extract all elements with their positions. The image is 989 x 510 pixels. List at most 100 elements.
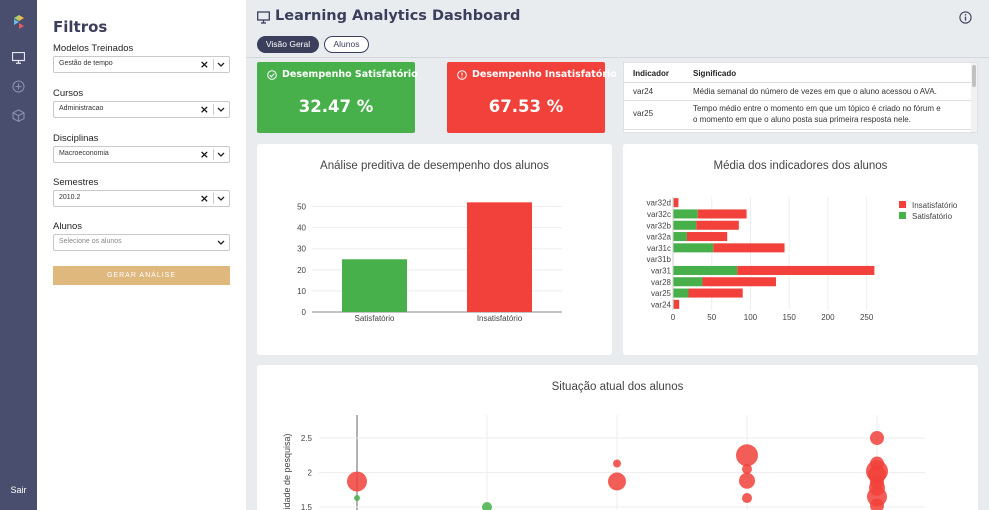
select-separator: [213, 193, 214, 204]
bar-segment: [673, 220, 697, 230]
kpi-satisfactory-card: Desempenho Satisfatório 32.47 %: [257, 62, 418, 133]
chevron-down-icon[interactable]: [216, 237, 226, 248]
scatter-point: [354, 495, 360, 502]
scrollbar-thumb[interactable]: [972, 65, 976, 87]
clear-icon[interactable]: ×: [199, 103, 209, 116]
scatter-point: [608, 472, 626, 491]
select-separator: [213, 59, 214, 70]
check-circle-icon: [267, 69, 277, 80]
bar-segment: [688, 288, 743, 298]
y-axis-label: ...idade de pesquisa): [282, 433, 292, 510]
models-select[interactable]: Gestão de tempo ×: [53, 56, 230, 73]
monitor-icon: [257, 11, 270, 24]
kpi-unsatisfactory-card: Desempenho Insatisfatório 67.53 %: [447, 62, 617, 133]
y-tick-label: var28: [651, 278, 672, 287]
page-title: Learning Analytics Dashboard: [275, 8, 521, 24]
filter-label-students: Alunos: [53, 221, 83, 232]
chevron-down-icon[interactable]: [216, 59, 226, 70]
filter-label-models: Modelos Treinados: [53, 43, 134, 54]
scatter-point: [482, 502, 492, 510]
scatter-point: [347, 471, 367, 492]
bar-segment: [673, 232, 687, 242]
table-header-meaning: Significado: [693, 69, 737, 78]
header: Learning Analytics Dashboard Visão Geral…: [246, 0, 989, 58]
filters-title: Filtros: [53, 18, 108, 36]
semesters-select[interactable]: 2010.2 ×: [53, 190, 230, 207]
performance-bar-chart: 0 10 20 30 40 50 Satisfatório Insatisfatório: [297, 202, 562, 323]
y-tick-label: 10: [297, 287, 306, 296]
y-tick-label: var32a: [647, 233, 672, 242]
chart-title: Análise preditiva de desempenho dos alun…: [320, 160, 549, 172]
info-icon[interactable]: [959, 11, 972, 24]
bar-segment: [673, 265, 738, 275]
legend-label: Satisfatório: [912, 212, 953, 221]
y-tick-label: var31: [651, 266, 672, 275]
bar: [467, 202, 532, 312]
table-cell-meaning-cont: o momento em que o aluno posta sua prime…: [693, 115, 911, 124]
courses-select-value: Administracao: [59, 105, 104, 112]
generate-analysis-button[interactable]: GERAR ANÁLISE: [53, 266, 230, 285]
add-circle-icon[interactable]: [9, 77, 28, 96]
cube-icon[interactable]: [9, 106, 28, 125]
x-tick-label: 200: [821, 313, 835, 322]
kpi-unsatisfactory-label: Desempenho Insatisfatório: [472, 69, 617, 80]
chevron-down-icon[interactable]: [216, 149, 226, 160]
y-tick-label: 30: [297, 245, 306, 254]
clear-icon[interactable]: ×: [199, 148, 209, 161]
table-cell-meaning: Tempo médio entre o momento em que um tó…: [693, 104, 941, 113]
bar-segment: [686, 232, 728, 242]
table-divider: [624, 129, 972, 130]
y-tick-label: var25: [651, 289, 672, 298]
table-scrollbar[interactable]: [971, 63, 977, 132]
tab-students[interactable]: Alunos: [324, 36, 369, 53]
y-tick-label: var32b: [647, 221, 672, 230]
table-divider: [624, 82, 972, 83]
chart-title: Média dos indicadores dos alunos: [713, 160, 888, 172]
x-tick-label: 100: [744, 313, 758, 322]
kpi-satisfactory-value: 32.47 %: [298, 97, 374, 116]
chart-title: Situação atual dos alunos: [551, 381, 684, 393]
select-separator: [213, 104, 214, 115]
students-select[interactable]: Selecione os alunos: [53, 234, 230, 251]
clear-icon[interactable]: ×: [199, 192, 209, 205]
filter-label-subjects: Disciplinas: [53, 133, 99, 144]
logout-link[interactable]: Sair: [10, 485, 27, 495]
monitor-nav-icon[interactable]: [9, 48, 28, 67]
y-tick-label: var31c: [647, 244, 671, 253]
kpi-unsatisfactory-value: 67.53 %: [488, 97, 564, 116]
chevron-down-icon[interactable]: [216, 104, 226, 115]
scatter-point: [613, 459, 621, 468]
table-divider: [624, 100, 972, 101]
y-tick-label: 0: [302, 308, 307, 317]
y-tick-label: 50: [297, 203, 306, 212]
clear-icon[interactable]: ×: [199, 58, 209, 71]
tab-overview[interactable]: Visão Geral: [257, 36, 319, 53]
bar-segment: [737, 265, 875, 275]
bar-segment: [673, 277, 703, 287]
situation-scatter-chart: 1.5 2 2.5 ...idade de pesquisa): [282, 415, 925, 510]
bar-segment: [696, 220, 739, 230]
semesters-select-value: 2010.2: [59, 194, 81, 201]
y-tick-label: var32c: [647, 210, 671, 219]
indicators-table[interactable]: Indicador Significado var24 Média semana…: [623, 62, 978, 133]
app-logo-icon[interactable]: [9, 12, 28, 31]
bar-segment: [702, 277, 777, 287]
subjects-select[interactable]: Macroeconomia ×: [53, 146, 230, 163]
y-tick-label: var32d: [647, 199, 671, 208]
filter-label-courses: Cursos: [53, 88, 84, 99]
chevron-down-icon[interactable]: [216, 193, 226, 204]
courses-select[interactable]: Administracao ×: [53, 101, 230, 118]
kpi-satisfactory-title: Desempenho Satisfatório: [267, 69, 418, 80]
indicators-chart-card: Média dos indicadores dos alunos 0 50 100 1…: [623, 144, 978, 355]
table-cell-code: var25: [633, 109, 654, 118]
table-cell-code: var24: [633, 87, 654, 96]
filters-panel: Filtros Modelos Treinados Gestão de temp…: [37, 0, 246, 510]
table-cell-meaning: Média semanal do número de vezes em que …: [693, 87, 937, 96]
bar-segment: [673, 288, 689, 298]
y-tick-label: 1.5: [301, 503, 313, 510]
x-tick-label: Satisfatório: [354, 314, 395, 323]
models-select-value: Gestão de tempo: [59, 60, 113, 67]
y-tick-label: 2: [308, 469, 313, 478]
scatter-point: [739, 472, 755, 489]
legend-label: Insatisfatório: [912, 201, 958, 210]
